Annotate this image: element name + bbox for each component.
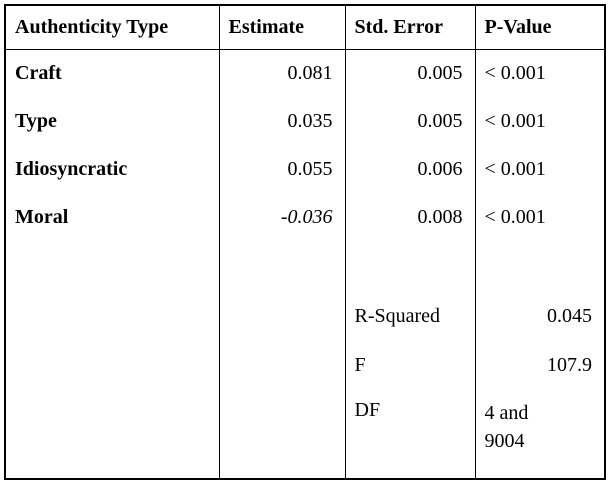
empty-cell (218, 241, 346, 291)
empty-cell (4, 341, 220, 389)
header-cell-authenticity-type: Authenticity Type (4, 5, 220, 50)
std-error-value: 0.005 (344, 49, 476, 97)
empty-cell (474, 241, 606, 291)
estimate-value: -0.036 (218, 193, 346, 241)
empty-cell (4, 389, 220, 479)
stat-row-df: DF 4 and 9004 (4, 389, 606, 479)
empty-cell (218, 389, 346, 479)
row-label: Type (4, 97, 220, 145)
row-label: Craft (4, 49, 220, 97)
table-row-craft: Craft 0.081 0.005 < 0.001 (4, 49, 606, 97)
p-value: < 0.001 (474, 193, 606, 241)
spacer-row (4, 241, 606, 291)
estimate-value: 0.035 (218, 97, 346, 145)
table-header-row: Authenticity Type Estimate Std. Error P-… (4, 5, 606, 50)
estimate-value: 0.055 (218, 145, 346, 193)
header-cell-p-value: P-Value (474, 5, 606, 50)
stat-row-r-squared: R-Squared 0.045 (4, 291, 606, 341)
header-cell-std-error: Std. Error (344, 5, 476, 50)
stat-value: 4 and 9004 (474, 389, 606, 479)
empty-cell (344, 241, 476, 291)
row-label: Moral (4, 193, 220, 241)
row-label: Idiosyncratic (4, 145, 220, 193)
p-value: < 0.001 (474, 145, 606, 193)
header-cell-estimate: Estimate (218, 5, 346, 50)
stat-value: 107.9 (474, 341, 606, 389)
empty-cell (218, 341, 346, 389)
table-row-type: Type 0.035 0.005 < 0.001 (4, 97, 606, 145)
p-value: < 0.001 (474, 97, 606, 145)
std-error-value: 0.006 (344, 145, 476, 193)
stat-label: DF (344, 389, 476, 479)
stat-label: R-Squared (344, 291, 476, 341)
empty-cell (4, 291, 220, 341)
p-value: < 0.001 (474, 49, 606, 97)
table-row-idiosyncratic: Idiosyncratic 0.055 0.006 < 0.001 (4, 145, 606, 193)
std-error-value: 0.005 (344, 97, 476, 145)
std-error-value: 0.008 (344, 193, 476, 241)
stat-value: 0.045 (474, 291, 606, 341)
table-row-moral: Moral -0.036 0.008 < 0.001 (4, 193, 606, 241)
empty-cell (218, 291, 346, 341)
stat-row-f: F 107.9 (4, 341, 606, 389)
empty-cell (4, 241, 220, 291)
stat-label: F (344, 341, 476, 389)
estimate-value: 0.081 (218, 49, 346, 97)
regression-results-table: Authenticity Type Estimate Std. Error P-… (4, 4, 606, 480)
